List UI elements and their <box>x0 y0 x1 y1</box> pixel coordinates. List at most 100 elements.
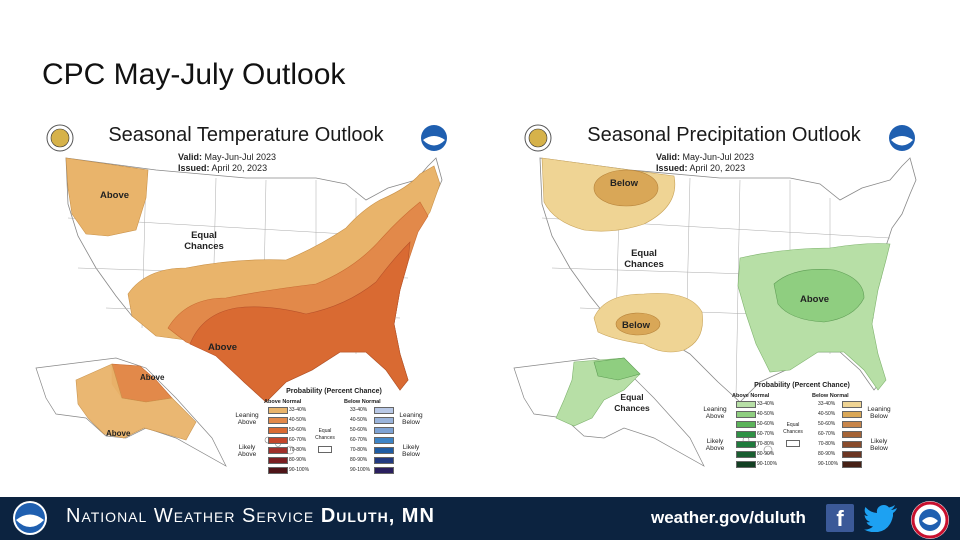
footer-office-text: Duluth, MN <box>320 505 435 527</box>
legend-above-swatch <box>268 467 288 474</box>
legend-leaning-above: Leaning Above <box>703 406 727 420</box>
slide-title: CPC May-July Outlook <box>42 58 346 91</box>
legend-below-swatch <box>374 417 394 424</box>
legend-below-swatch <box>374 437 394 444</box>
legend-above-swatch <box>736 461 756 468</box>
legend-likely-above: Likely Above <box>237 444 257 458</box>
temp-label-above-alaska-north: Above <box>140 373 165 382</box>
legend-below-range: 60-70% <box>350 437 368 443</box>
twitter-icon[interactable] <box>864 504 898 532</box>
legend-below-range: 50-60% <box>818 421 836 427</box>
legend-below-swatch <box>374 427 394 434</box>
footer-bar: National Weather Service Duluth, MN weat… <box>0 497 960 540</box>
legend-above-head: Above Normal <box>264 399 302 405</box>
legend-above-swatch <box>268 437 288 444</box>
legend-below-range: 90-100% <box>350 467 371 473</box>
footer-website-link[interactable]: weather.gov/duluth <box>651 508 806 527</box>
temperature-map-meta: Valid: May-Jun-Jul 2023 Issued: April 20… <box>178 152 276 174</box>
valid-value: May-Jun-Jul 2023 <box>204 152 277 162</box>
legend-above-range: 70-80% <box>289 447 307 453</box>
legend-above-range: 40-50% <box>757 411 775 417</box>
temp-label-above-alaska-south: Above <box>106 429 131 438</box>
legend-above-swatch <box>736 441 756 448</box>
legend-below-range: 33-40% <box>350 407 368 413</box>
legend-above-range: 40-50% <box>289 417 307 423</box>
legend-title: Probability (Percent Chance) <box>754 382 850 389</box>
precipitation-map-title: Seasonal Precipitation Outlook <box>587 124 861 146</box>
legend-below-head: Below Normal <box>344 399 381 405</box>
legend-likely-above: Likely Above <box>705 438 725 452</box>
legend-below-swatch <box>842 401 862 408</box>
temp-label-equal-chances: Equal Chances <box>184 230 224 252</box>
legend-above-range: 33-40% <box>757 401 775 407</box>
temperature-legend: Probability (Percent Chance) Above Norma… <box>234 388 434 488</box>
legend-below-swatch <box>374 447 394 454</box>
legend-above-swatch <box>268 457 288 464</box>
footer-nws-text: National Weather Service <box>66 505 321 527</box>
precip-label-equal-chances: Equal Chances <box>624 248 664 270</box>
issued-label: Issued: <box>178 163 210 173</box>
precipitation-outlook-map: Seasonal Precipitation Outlook Valid: Ma… <box>494 118 954 488</box>
legend-above-range: 70-80% <box>757 441 775 447</box>
legend-below-head: Below Normal <box>812 393 849 399</box>
legend-leaning-below: Leaning Below <box>399 412 423 426</box>
legend-above-swatch <box>268 447 288 454</box>
legend-below-swatch <box>842 441 862 448</box>
legend-above-head: Above Normal <box>732 393 770 399</box>
legend-leaning-above: Leaning Above <box>235 412 259 426</box>
legend-below-range: 40-50% <box>818 411 836 417</box>
issued-value: April 20, 2023 <box>211 163 268 173</box>
legend-below-range: 50-60% <box>350 427 368 433</box>
legend-below-range: 60-70% <box>818 431 836 437</box>
legend-above-swatch <box>268 417 288 424</box>
legend-likely-below: Likely Below <box>870 438 888 452</box>
legend-below-swatch <box>842 421 862 428</box>
temp-label-above-northwest: Above <box>100 190 130 201</box>
legend-below-range: 33-40% <box>818 401 836 407</box>
legend-title: Probability (Percent Chance) <box>286 388 382 395</box>
legend-above-swatch <box>268 407 288 414</box>
temperature-map-graphic <box>35 124 447 467</box>
legend-equal-swatch <box>786 440 800 447</box>
legend-above-range: 50-60% <box>289 427 307 433</box>
legend-above-range: 80-90% <box>757 451 775 457</box>
legend-above-swatch <box>736 451 756 458</box>
precipitation-legend: Probability (Percent Chance) Above Norma… <box>702 382 902 482</box>
legend-below-range: 70-80% <box>350 447 368 453</box>
valid-value: May-Jun-Jul 2023 <box>682 152 755 162</box>
legend-below-swatch <box>842 431 862 438</box>
precip-label-below-southwest: Below <box>622 320 650 331</box>
legend-below-swatch <box>842 461 862 468</box>
legend-above-range: 60-70% <box>289 437 307 443</box>
precipitation-map-meta: Valid: May-Jun-Jul 2023 Issued: April 20… <box>656 152 754 174</box>
legend-equal-swatch <box>318 446 332 453</box>
legend-below-swatch <box>374 407 394 414</box>
legend-below-swatch <box>842 451 862 458</box>
legend-above-range: 80-90% <box>289 457 307 463</box>
legend-below-range: 80-90% <box>818 451 836 457</box>
legend-below-swatch <box>374 467 394 474</box>
nws-seal-icon <box>911 501 949 539</box>
temperature-outlook-map: Seasonal Temperature Outlook Valid: May-… <box>16 118 476 488</box>
precip-label-below-north: Below <box>610 178 638 189</box>
legend-leaning-below: Leaning Below <box>867 406 891 420</box>
legend-above-swatch <box>736 401 756 408</box>
legend-below-range: 80-90% <box>350 457 368 463</box>
legend-above-swatch <box>736 421 756 428</box>
valid-label: Valid: <box>656 152 681 162</box>
legend-above-range: 90-100% <box>289 467 310 473</box>
issued-label: Issued: <box>656 163 688 173</box>
legend-below-range: 70-80% <box>818 441 836 447</box>
legend-equal-chances: Equal Chances <box>315 428 335 441</box>
legend-below-swatch <box>374 457 394 464</box>
temperature-map-title: Seasonal Temperature Outlook <box>108 124 384 146</box>
facebook-icon[interactable]: f <box>826 504 854 532</box>
temp-label-above-south: Above <box>208 342 238 353</box>
legend-above-swatch <box>268 427 288 434</box>
legend-above-swatch <box>736 431 756 438</box>
footer-office-name: National Weather Service Duluth, MN <box>66 505 435 528</box>
legend-above-range: 90-100% <box>757 461 778 467</box>
legend-above-range: 33-40% <box>289 407 307 413</box>
legend-likely-below: Likely Below <box>402 444 420 458</box>
issued-value: April 20, 2023 <box>689 163 746 173</box>
